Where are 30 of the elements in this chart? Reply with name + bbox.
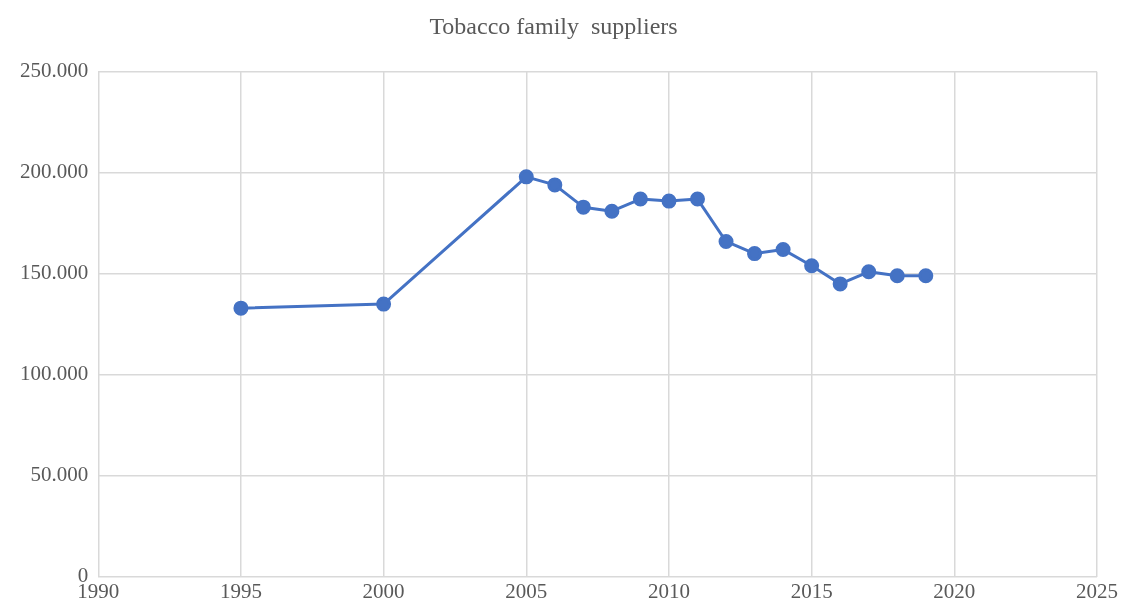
point xyxy=(861,264,877,280)
point xyxy=(233,300,249,316)
point xyxy=(718,233,734,249)
point xyxy=(518,169,534,185)
point xyxy=(547,177,563,193)
point xyxy=(747,246,763,262)
x-tick-label: 2020 xyxy=(933,578,976,603)
point xyxy=(832,276,848,292)
x-tick-label: 2000 xyxy=(362,578,405,603)
x-tick-label: 2010 xyxy=(647,578,690,603)
y-tick-label: 100.000 xyxy=(20,361,89,386)
y-tick-label: 150.000 xyxy=(20,260,89,285)
point xyxy=(775,242,791,258)
x-tick-label: 1995 xyxy=(219,578,262,603)
chart-title: Tobacco family suppliers xyxy=(429,12,678,39)
x-tick-label: 2025 xyxy=(1076,578,1118,603)
y-tick-label: 200.000 xyxy=(20,159,89,184)
point xyxy=(575,199,591,215)
point xyxy=(632,191,648,207)
x-tick-label: 2015 xyxy=(790,578,833,603)
point xyxy=(661,193,677,209)
point xyxy=(889,268,905,284)
y-tick-label: 250.000 xyxy=(20,58,89,83)
point xyxy=(376,296,392,312)
point xyxy=(804,258,820,274)
y-tick-label: 50.000 xyxy=(30,462,89,487)
point xyxy=(604,203,620,219)
point xyxy=(918,268,934,284)
x-tick-label: 2005 xyxy=(505,578,548,603)
point xyxy=(690,191,705,207)
